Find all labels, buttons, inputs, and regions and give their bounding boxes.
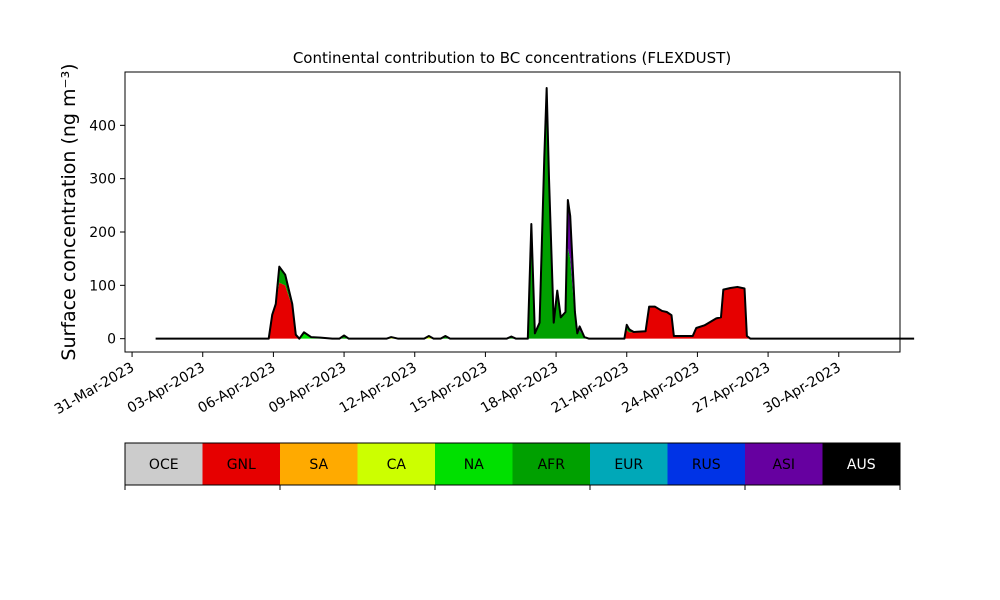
legend-label-afr: AFR xyxy=(538,457,566,473)
legend-label-na: NA xyxy=(464,457,484,473)
legend-label-sa: SA xyxy=(309,457,328,473)
legend-swatch-asi xyxy=(745,443,823,485)
legend-label-eur: EUR xyxy=(614,457,643,473)
legend-frame xyxy=(124,442,901,486)
y-tick-label: 400 xyxy=(89,118,116,134)
y-axis-label: Surface concentration (ng m⁻³) xyxy=(58,63,80,360)
region-colorbar-legend: OCE GNL SA CA NA AFR EUR RUS ASI AUS xyxy=(124,442,901,490)
y-tick-label: 200 xyxy=(89,225,116,241)
legend-swatch-rus xyxy=(667,443,746,485)
stacked-areas xyxy=(155,88,915,339)
legend-label-ca: CA xyxy=(387,457,407,473)
legend-label-oce: OCE xyxy=(149,457,179,473)
legend-swatch-ca xyxy=(357,443,436,485)
legend-swatch-gnl xyxy=(202,443,281,485)
y-tick-label: 0 xyxy=(107,332,116,348)
plot-frame xyxy=(124,71,901,353)
total-concentration-line xyxy=(155,87,915,340)
legend-swatch-afr xyxy=(512,443,591,485)
y-axis: 0 100 200 300 400 xyxy=(89,118,125,348)
legend-label-asi: ASI xyxy=(772,457,795,473)
plot-area xyxy=(124,71,915,353)
area-gnl xyxy=(155,282,915,339)
legend-swatch-sa xyxy=(280,443,358,485)
legend-label-aus: AUS xyxy=(847,457,876,473)
total-outline xyxy=(155,87,915,340)
legend-swatch-aus xyxy=(822,443,901,485)
legend-swatch-na xyxy=(435,443,513,485)
legend-swatch-oce xyxy=(125,443,203,485)
legend-swatch-eur xyxy=(590,443,668,485)
y-tick-label: 100 xyxy=(89,278,116,294)
y-tick-label: 300 xyxy=(89,172,116,188)
legend-label-gnl: GNL xyxy=(227,457,256,473)
chart-title: Continental contribution to BC concentra… xyxy=(293,49,731,67)
legend-label-rus: RUS xyxy=(692,457,721,473)
